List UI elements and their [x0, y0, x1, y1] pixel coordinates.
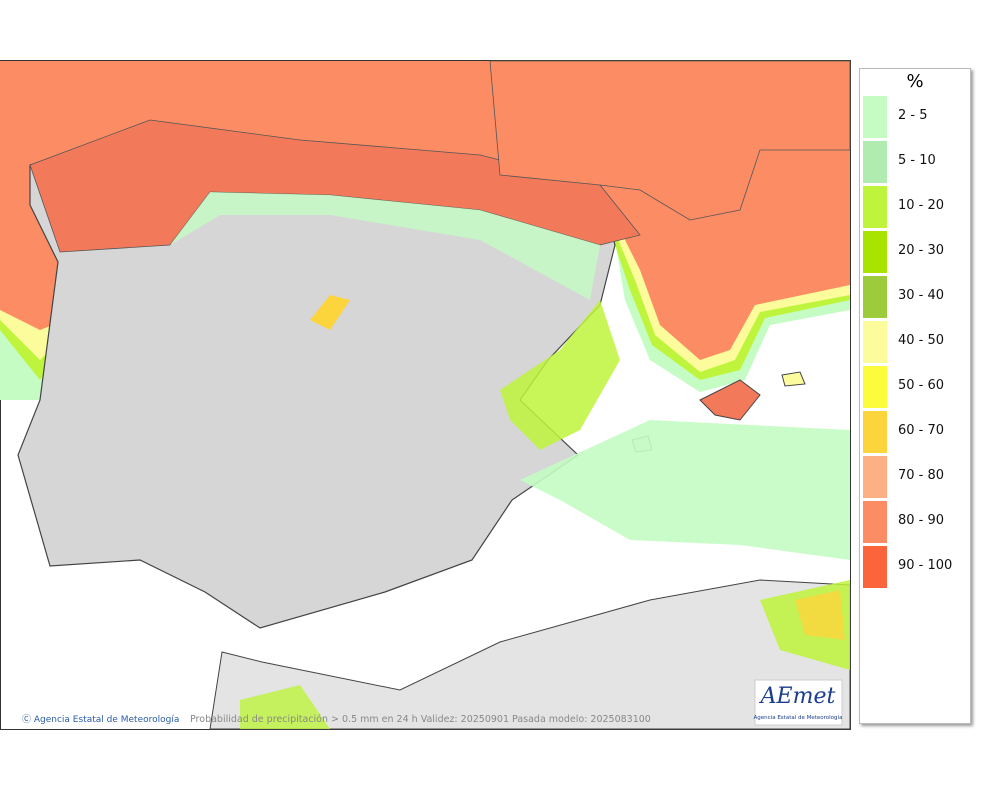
- legend-label: 60 - 70: [898, 423, 945, 438]
- valencia-green: [500, 300, 620, 450]
- logo-subtitle: Agencia Estatal de Meteorología: [754, 714, 843, 721]
- legend-label: 40 - 50: [898, 333, 945, 348]
- legend-item: 2 - 5: [863, 96, 967, 138]
- legend-item: 70 - 80: [863, 456, 967, 498]
- legend-item: 10 - 20: [863, 186, 967, 228]
- legend-item: 40 - 50: [863, 321, 967, 363]
- mallorca: [699, 379, 761, 421]
- legend-label: 10 - 20: [898, 198, 945, 213]
- legend-swatch: [863, 411, 887, 453]
- map: Ⓒ Agencia Estatal de Meteorología Probab…: [0, 60, 851, 730]
- legend-swatch: [863, 456, 887, 498]
- logo-box: [754, 679, 843, 726]
- legend-label: 70 - 80: [898, 468, 945, 483]
- patch: [310, 295, 350, 330]
- legend-label: 5 - 10: [898, 153, 936, 168]
- legend-swatch: [863, 96, 887, 138]
- legend-title: %: [906, 71, 924, 92]
- legend-label: 30 - 40: [898, 288, 945, 303]
- legend-swatch: [863, 501, 887, 543]
- legend-label: 80 - 90: [898, 513, 945, 528]
- sea-south: [520, 420, 850, 560]
- legend-label: 2 - 5: [898, 108, 928, 123]
- legend-item: 20 - 30: [863, 231, 967, 273]
- legend-item: 80 - 90: [863, 501, 967, 543]
- caption: Probabilidad de precipitación > 0.5 mm e…: [190, 714, 651, 725]
- legend-swatch: [863, 546, 887, 588]
- legend-item: 60 - 70: [863, 411, 967, 453]
- north-green: [170, 192, 600, 300]
- legend-label: 90 - 100: [898, 558, 953, 573]
- legend-swatch: [863, 321, 887, 363]
- legend-item: 50 - 60: [863, 366, 967, 408]
- legend-swatch: [863, 141, 887, 183]
- africa-green-2: [240, 685, 330, 729]
- legend-swatch: [863, 231, 887, 273]
- france: [489, 60, 851, 221]
- legend: % 2 - 5 5 - 10 10 - 20 20 - 30 30 - 40 40 - 5…: [859, 68, 971, 724]
- legend-label: 20 - 30: [898, 243, 945, 258]
- legend-swatch: [863, 366, 887, 408]
- africa-yellow: [795, 590, 845, 640]
- legend-item: 90 - 100: [863, 546, 967, 588]
- credit: Ⓒ Agencia Estatal de Meteorología: [22, 714, 179, 725]
- legend-item: 30 - 40: [863, 276, 967, 318]
- legend-label: 50 - 60: [898, 378, 945, 393]
- legend-swatch: [863, 276, 887, 318]
- legend-swatch: [863, 186, 887, 228]
- legend-item: 5 - 10: [863, 141, 967, 183]
- logo-name: AEmet: [759, 684, 836, 709]
- menorca: [781, 371, 806, 387]
